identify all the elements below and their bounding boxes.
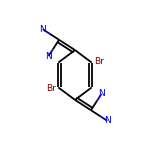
Text: Br: Br	[46, 84, 56, 93]
Text: N: N	[39, 25, 46, 34]
Text: Br: Br	[94, 57, 104, 66]
Text: N: N	[104, 116, 111, 125]
Text: N: N	[98, 89, 105, 98]
Text: N: N	[45, 52, 52, 61]
